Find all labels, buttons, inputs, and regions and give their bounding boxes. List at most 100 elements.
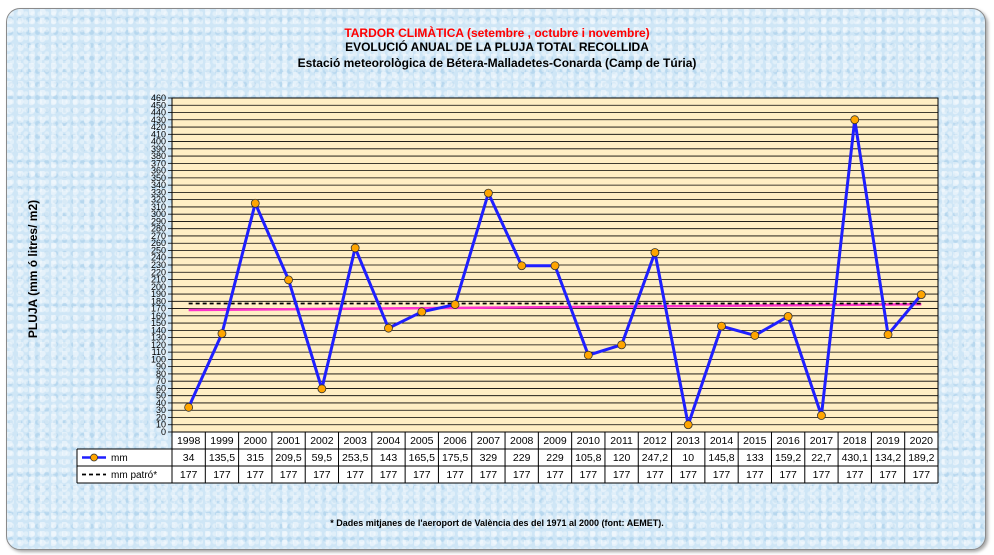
data-label: 177 <box>313 469 331 481</box>
data-label: 22,7 <box>811 452 832 464</box>
y-tick-label: 360 <box>151 166 166 176</box>
data-label: 177 <box>713 469 731 481</box>
data-label: 159,2 <box>775 452 801 464</box>
x-tick-label: 2018 <box>843 435 867 447</box>
data-label: 59,5 <box>312 452 333 464</box>
data-point-mm <box>883 330 893 339</box>
data-label: 177 <box>213 469 231 481</box>
x-tick-label: 2016 <box>776 435 800 447</box>
y-tick-label: 380 <box>151 151 166 161</box>
y-tick-label: 460 <box>151 93 166 103</box>
chart-footnote: * Dades mitjanes de l'aeroport de Valènc… <box>330 518 664 528</box>
y-tick-label: 20 <box>156 412 166 422</box>
y-tick-label: 250 <box>151 245 166 255</box>
y-tick-label: 0 <box>161 427 166 437</box>
data-label: 177 <box>413 469 431 481</box>
data-label: 430,1 <box>842 452 868 464</box>
y-tick-label: 100 <box>151 354 166 364</box>
y-tick-label: 130 <box>151 333 166 343</box>
x-tick-label: 2010 <box>577 435 601 447</box>
data-point-mm <box>583 350 593 360</box>
y-tick-label: 390 <box>151 144 166 154</box>
x-tick-label: 1998 <box>177 435 201 447</box>
data-label: 177 <box>580 469 598 481</box>
x-tick-label: 2008 <box>510 435 534 447</box>
x-tick-label: 2013 <box>677 435 701 447</box>
data-point-mm <box>483 188 493 198</box>
data-label: 105,8 <box>575 452 601 464</box>
data-label: 315 <box>246 452 264 464</box>
data-label: 253,5 <box>342 452 368 464</box>
legend-label: mm patró* <box>111 470 157 481</box>
data-point-mm <box>250 198 260 208</box>
y-tick-label: 210 <box>151 275 166 285</box>
data-point-mm <box>783 312 793 321</box>
data-label: 177 <box>913 469 931 481</box>
data-label: 177 <box>346 469 364 481</box>
data-point-mm <box>217 329 227 339</box>
data-label: 135,5 <box>209 452 235 464</box>
chart-subtitle-2: Estació meteorològica de Bétera-Malladet… <box>297 56 697 70</box>
y-tick-label: 110 <box>152 347 166 357</box>
data-label: 177 <box>480 469 498 481</box>
x-tick-label: 1999 <box>210 435 234 447</box>
data-point-mm <box>617 340 627 350</box>
y-tick-label: 120 <box>151 340 166 350</box>
y-tick-label: 440 <box>151 108 166 118</box>
data-label: 177 <box>646 469 664 481</box>
data-label: 175,5 <box>442 452 468 464</box>
x-tick-label: 2001 <box>277 435 301 447</box>
data-label: 177 <box>746 469 764 481</box>
data-point-mm <box>683 420 693 430</box>
data-label: 34 <box>183 452 195 464</box>
chart-title: TARDOR CLIMÀTICA (setembre , octubre i n… <box>344 26 650 40</box>
y-tick-label: 270 <box>151 231 166 241</box>
data-label: 329 <box>480 452 498 464</box>
x-tick-label: 2009 <box>543 435 567 447</box>
data-point-mm <box>650 248 660 257</box>
y-tick-label: 290 <box>151 216 166 226</box>
y-tick-label: 320 <box>151 195 166 205</box>
data-label: 177 <box>513 469 531 481</box>
y-tick-label: 430 <box>151 115 166 125</box>
y-tick-label: 230 <box>151 260 166 270</box>
y-tick-label: 410 <box>151 129 166 139</box>
x-tick-label: 2015 <box>743 435 767 447</box>
y-tick-label: 90 <box>156 362 166 372</box>
x-tick-label: 2004 <box>377 435 401 447</box>
data-point-mm <box>184 402 194 412</box>
chart-subtitle-1: EVOLUCIÓ ANUAL DE LA PLUJA TOTAL RECOLLI… <box>345 40 649 54</box>
y-tick-label: 400 <box>151 137 166 147</box>
data-point-mm <box>417 307 427 317</box>
data-point-mm <box>350 243 360 253</box>
y-tick-label: 330 <box>151 187 166 197</box>
x-tick-label: 2012 <box>643 435 667 447</box>
y-tick-label: 160 <box>151 311 166 321</box>
data-point-mm <box>384 323 393 333</box>
y-tick-label: 10 <box>156 420 166 430</box>
y-tick-label: 170 <box>151 304 166 314</box>
data-point-mm <box>817 411 826 420</box>
y-tick-label: 300 <box>151 209 166 219</box>
data-label: 177 <box>380 469 398 481</box>
x-tick-label: 2005 <box>410 435 434 447</box>
data-label: 177 <box>180 469 198 481</box>
data-label: 209,5 <box>275 452 301 464</box>
data-point-mm <box>317 384 327 394</box>
y-tick-label: 40 <box>156 398 166 408</box>
y-tick-label: 50 <box>156 391 166 401</box>
data-label: 177 <box>613 469 631 481</box>
x-tick-label: 2007 <box>477 435 501 447</box>
y-tick-label: 30 <box>156 405 166 415</box>
data-point-mm <box>717 321 726 331</box>
data-point-mm <box>517 261 527 271</box>
y-tick-label: 200 <box>151 282 166 292</box>
data-label: 165,5 <box>409 452 435 464</box>
data-label: 177 <box>846 469 864 481</box>
y-tick-label: 180 <box>151 296 166 306</box>
data-label: 177 <box>246 469 264 481</box>
x-tick-label: 2020 <box>910 435 934 447</box>
x-tick-label: 2006 <box>443 435 467 447</box>
data-label: 134,2 <box>875 452 901 464</box>
y-tick-label: 150 <box>151 318 166 328</box>
